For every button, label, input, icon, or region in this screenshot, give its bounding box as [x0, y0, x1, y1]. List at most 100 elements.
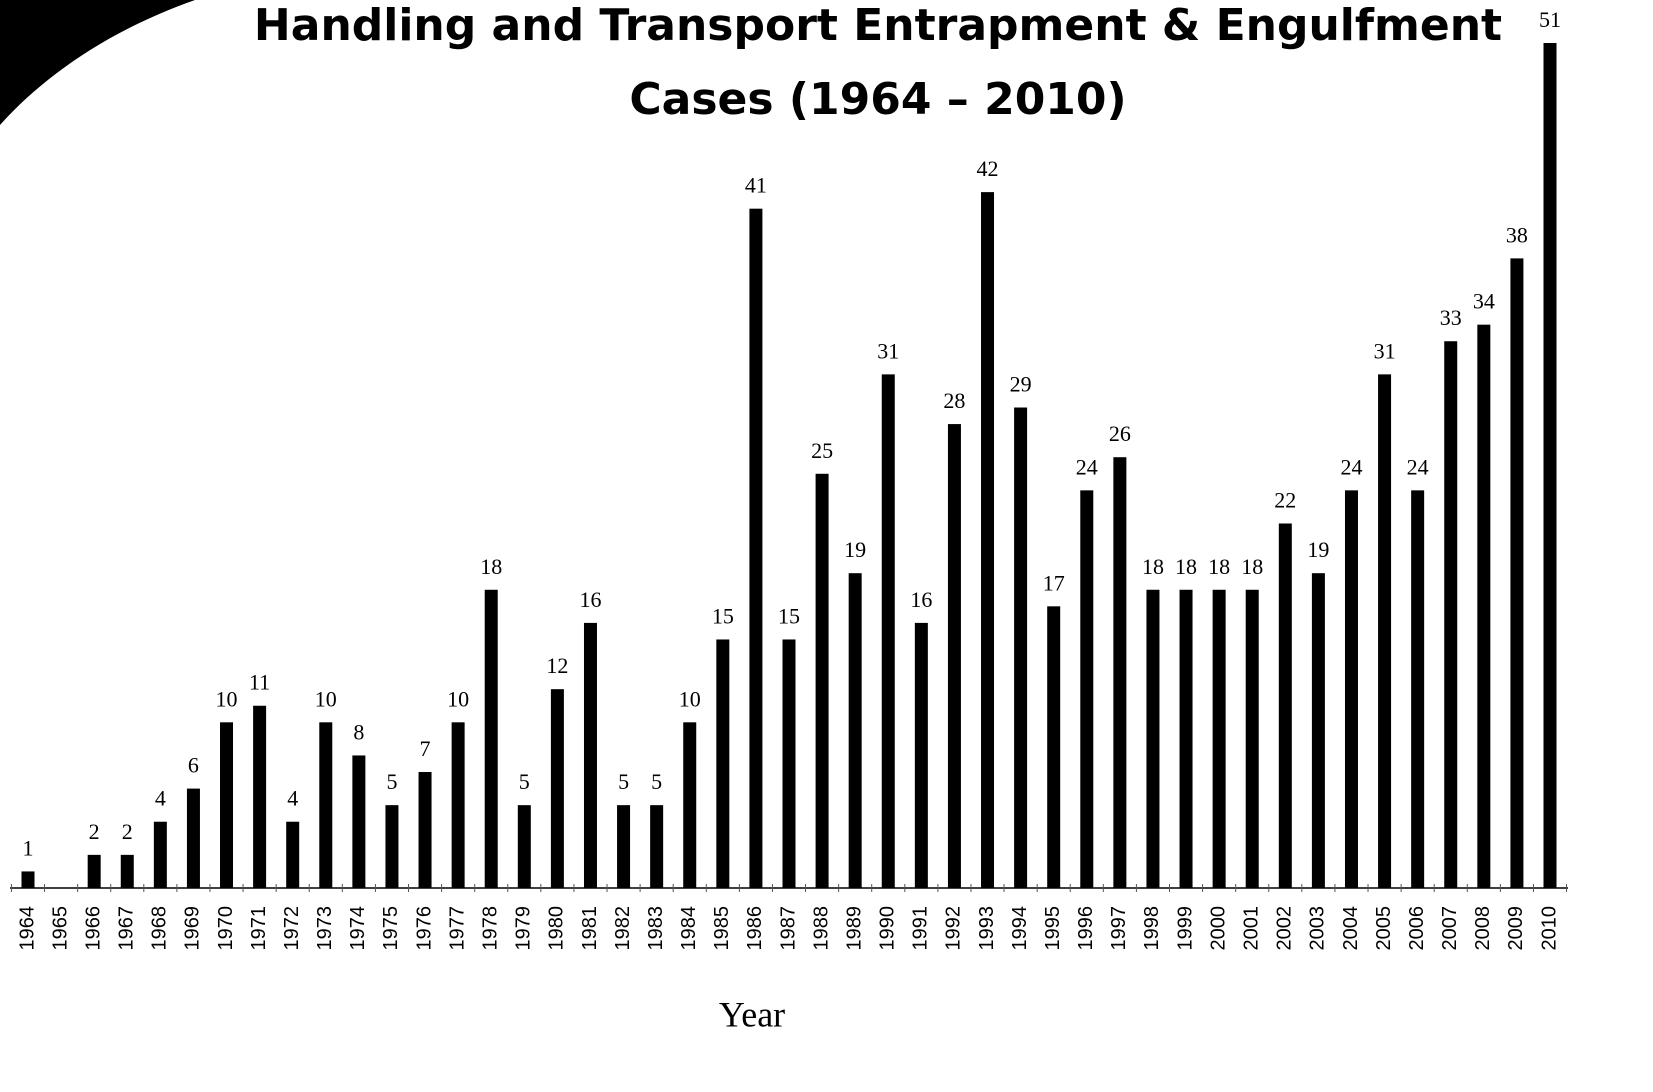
data-label: 38: [1506, 222, 1528, 247]
x-tick-label: 1987: [777, 906, 799, 951]
bar: [352, 755, 366, 888]
data-label: 5: [651, 769, 662, 794]
x-tick-label: 1996: [1075, 906, 1097, 951]
bar: [87, 854, 101, 888]
x-tick-label: 1967: [116, 906, 138, 951]
x-tick-label: 2000: [1207, 906, 1229, 951]
data-label: 8: [353, 719, 364, 744]
data-label: 33: [1440, 305, 1462, 330]
data-label: 29: [1010, 372, 1032, 397]
data-label: 18: [480, 554, 502, 579]
x-tick-label: 2010: [1538, 906, 1560, 951]
data-label: 24: [1407, 454, 1429, 479]
bar: [1411, 490, 1425, 888]
data-label: 16: [910, 587, 932, 612]
x-tick-label: 1981: [579, 906, 601, 951]
data-label: 5: [386, 769, 397, 794]
bar: [683, 722, 697, 888]
x-tick-label: 1986: [744, 906, 766, 951]
bar: [815, 473, 829, 888]
bar: [1113, 457, 1127, 888]
x-tick-label: 1985: [711, 906, 733, 951]
x-tick-label: 2003: [1307, 906, 1329, 951]
bar: [120, 854, 134, 888]
data-label: 10: [315, 686, 337, 711]
bar: [253, 705, 267, 888]
bar: [220, 722, 234, 888]
bar: [1080, 490, 1094, 888]
bar: [848, 573, 862, 888]
decoration: [0, 0, 195, 125]
data-label: 18: [1208, 554, 1230, 579]
x-tick-label: 1990: [877, 906, 899, 951]
x-tick-label: 1992: [943, 906, 965, 951]
data-label: 31: [1374, 338, 1396, 363]
x-tick-label: 1969: [182, 906, 204, 951]
data-label: 15: [712, 603, 734, 628]
x-tick-label: 2004: [1340, 906, 1362, 951]
data-label: 4: [155, 786, 166, 811]
x-tick-label: 1984: [678, 906, 700, 951]
data-label: 11: [249, 670, 270, 695]
data-label: 2: [122, 819, 133, 844]
x-tick-label: 1974: [347, 906, 369, 951]
bar: [1311, 573, 1325, 888]
chart-title: Handling and Transport Entrapment & Engu…: [254, 0, 1502, 51]
bar: [286, 821, 300, 888]
bar: [1278, 523, 1292, 888]
data-label: 5: [519, 769, 530, 794]
bar: [1510, 258, 1524, 888]
x-tick-label: 2009: [1505, 906, 1527, 951]
bar: [583, 622, 597, 888]
bar: [650, 805, 664, 888]
x-tick-label: 1965: [49, 906, 71, 951]
data-label: 4: [287, 786, 298, 811]
bar: [1444, 341, 1458, 888]
bar: [1378, 374, 1392, 888]
bar: [21, 871, 35, 888]
data-label: 31: [877, 338, 899, 363]
x-tick-label: 1964: [16, 906, 38, 951]
data-label: 41: [745, 173, 767, 198]
bar: [981, 192, 995, 888]
data-label: 28: [943, 388, 965, 413]
bar: [484, 589, 498, 888]
data-label: 1: [23, 835, 34, 860]
x-tick-label: 1991: [910, 906, 932, 951]
x-tick-label: 1968: [149, 906, 171, 951]
x-tick-label: 2008: [1472, 906, 1494, 951]
data-label: 12: [546, 653, 568, 678]
x-tick-label: 2006: [1406, 906, 1428, 951]
x-tick-label: 1976: [413, 906, 435, 951]
data-label: 10: [447, 686, 469, 711]
data-label: 42: [977, 156, 999, 181]
data-label: 16: [579, 587, 601, 612]
bar: [1245, 589, 1259, 888]
data-label: 25: [811, 438, 833, 463]
data-label: 18: [1142, 554, 1164, 579]
data-label: 5: [618, 769, 629, 794]
bar: [319, 722, 333, 888]
data-label: 51: [1539, 7, 1561, 32]
chart-title: Cases (1964 – 2010): [629, 74, 1126, 125]
data-label: 7: [420, 736, 431, 761]
x-tick-label: 1970: [215, 906, 237, 951]
x-tick-label: 1980: [546, 906, 568, 951]
data-label: 17: [1043, 570, 1065, 595]
bar: [1146, 589, 1160, 888]
data-label: 15: [778, 603, 800, 628]
bar: [153, 821, 167, 888]
x-tick-label: 1973: [314, 906, 336, 951]
data-label: 2: [89, 819, 100, 844]
data-label: 24: [1340, 454, 1362, 479]
bar: [617, 805, 631, 888]
x-tick-label: 1982: [612, 906, 634, 951]
x-tick-label: 1983: [645, 906, 667, 951]
bar: [881, 374, 895, 888]
x-tick-label: 1966: [82, 906, 104, 951]
x-tick-label: 1998: [1141, 906, 1163, 951]
x-tick-label: 1988: [810, 906, 832, 951]
x-tick-label: 1997: [1108, 906, 1130, 951]
x-tick-label: 1972: [281, 906, 303, 951]
